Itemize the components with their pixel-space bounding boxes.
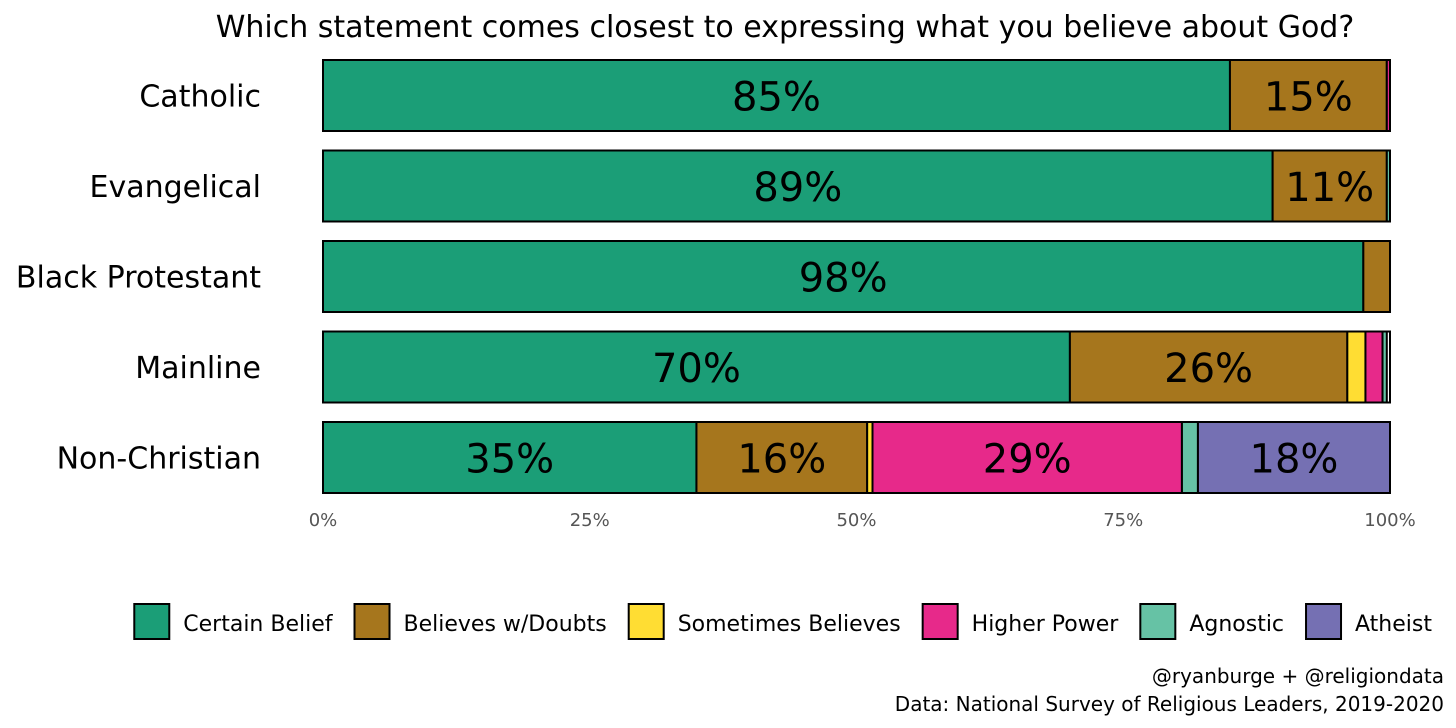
bar-segment-certain-belief [322, 149, 1274, 223]
bar-segment-agnostic [1381, 330, 1388, 404]
data-label: 85% [732, 75, 821, 121]
chart-title: Which statement comes closest to express… [216, 10, 1355, 45]
bar-row-black-protestant: Black Protestant 98% [16, 240, 1392, 313]
data-label: 11% [1285, 165, 1374, 211]
data-label: 35% [465, 437, 554, 483]
bar-segment-certain-belief [322, 421, 698, 494]
legend-swatch [1139, 603, 1177, 640]
category-label: Non-Christian [57, 442, 261, 477]
legend-item-higher-power: Higher Power [921, 603, 1120, 640]
legend-label: Atheist [1355, 612, 1432, 637]
x-tick-label: 75% [1103, 510, 1143, 531]
x-tick-label: 100% [1364, 510, 1415, 531]
legend-label: Sometimes Believes [678, 612, 901, 637]
data-label: 29% [983, 437, 1072, 483]
legend-swatch [1305, 603, 1343, 640]
data-label: 98% [799, 256, 888, 302]
bar-row-evangelical: Evangelical 89% 11% [90, 149, 1392, 223]
bar-row-non-christian: Non-Christian 35% 16% 29% 18% [57, 421, 1391, 494]
bar-segment-believes-w-doubts [1068, 330, 1349, 404]
data-label: 16% [737, 437, 826, 483]
legend-label: Certain Belief [183, 612, 333, 637]
legend-label: Believes w/Doubts [404, 612, 607, 637]
category-label: Mainline [135, 351, 261, 386]
bars-layer: Catholic 85% 15% Evangelical 89% 11% Black Pro… [16, 59, 1392, 494]
bar-outline [322, 330, 1391, 404]
bar-outline [322, 149, 1391, 223]
category-label: Catholic [139, 80, 261, 115]
bar-segment-certain-belief [322, 240, 1365, 313]
bar-row-mainline: Mainline 70% 26% [135, 330, 1391, 404]
bar-segment-believes-w-doubts [1228, 59, 1388, 132]
data-label: 26% [1164, 346, 1253, 392]
legend-swatch [353, 603, 391, 640]
data-label: 18% [1250, 437, 1339, 483]
x-tick-label: 25% [570, 510, 610, 531]
bar-outline [322, 421, 1391, 494]
bar-segment-certain-belief [322, 330, 1071, 404]
data-label: 15% [1264, 75, 1353, 121]
bar-outline [322, 59, 1391, 132]
bar-segment-believes-w-doubts [1362, 240, 1392, 313]
bar-segment-certain-belief [322, 59, 1231, 132]
legend-item-believes-w-doubts: Believes w/Doubts [353, 603, 607, 640]
bar-segment-sometimes-believes [1346, 330, 1367, 404]
legend-swatch [627, 603, 665, 640]
legend: Certain Belief Believes w/Doubts Sometimes… [133, 603, 1432, 640]
legend-item-certain-belief: Certain Belief [133, 603, 334, 640]
x-axis-ticks: 0% 25% 50% 75% 100% [309, 510, 1416, 531]
caption-handles: @ryanburge + @religiondata [1152, 664, 1444, 688]
bar-outline [322, 240, 1391, 313]
legend-label: Agnostic [1189, 612, 1284, 637]
data-label: 70% [652, 346, 741, 392]
legend-item-agnostic: Agnostic [1139, 603, 1284, 640]
legend-item-atheist: Atheist [1305, 603, 1432, 640]
legend-swatch [921, 603, 959, 640]
x-tick-label: 50% [836, 510, 876, 531]
caption-source: Data: National Survey of Religious Leade… [895, 692, 1444, 716]
bar-segment-higher-power [871, 421, 1183, 494]
data-label: 89% [753, 165, 842, 211]
bar-row-catholic: Catholic 85% 15% [139, 59, 1392, 132]
category-label: Black Protestant [16, 261, 261, 296]
bar-segment-higher-power [1364, 330, 1384, 404]
category-label: Evangelical [90, 170, 262, 205]
legend-swatch [133, 603, 171, 640]
legend-label: Higher Power [972, 612, 1120, 637]
x-tick-label: 0% [309, 510, 338, 531]
legend-item-sometimes-believes: Sometimes Believes [627, 603, 901, 640]
bar-segment-agnostic [1180, 421, 1199, 494]
